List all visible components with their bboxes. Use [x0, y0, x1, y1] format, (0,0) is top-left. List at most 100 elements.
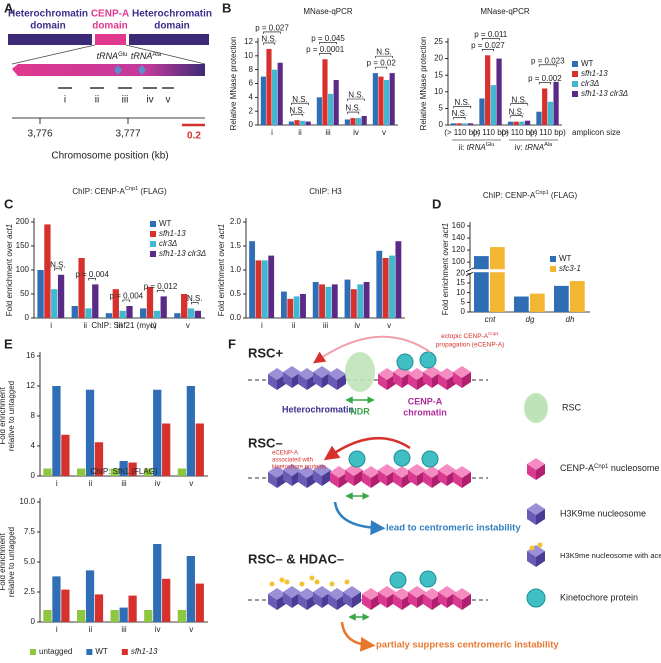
chart-title-part: ChIP: CENP-A: [483, 191, 536, 200]
y-tick-label: 120: [452, 245, 466, 254]
bar: [312, 282, 319, 318]
panel-label: A: [4, 0, 14, 15]
x-tick-label: iv: [353, 128, 359, 137]
bar: [249, 241, 256, 318]
legend-cenpa: [527, 458, 545, 480]
position-label: 3,776: [27, 129, 52, 140]
legend-label: WT: [559, 254, 572, 263]
bar: [177, 468, 187, 476]
kinetochore-protein: [421, 450, 439, 468]
significance-label: N.S.: [452, 109, 468, 118]
scale-bar-label: 0.2: [187, 131, 201, 142]
bar: [280, 291, 287, 318]
bar: [105, 313, 113, 318]
region-label: chromatin: [403, 407, 447, 417]
kinetochore-protein: [348, 450, 366, 468]
y-axis-title: relative to untagged: [7, 527, 16, 597]
annotation-part: Cnp1: [488, 331, 499, 336]
panel-a: Heterochromatin domain CENP-A domain Het…: [8, 9, 212, 162]
legend-label: CENP-ACnp1 nucleosome: [560, 463, 659, 473]
y-axis-title: Fold enrichment over act1: [5, 224, 14, 317]
y-tick-label: 10: [456, 288, 465, 297]
significance-bracket: [510, 115, 523, 118]
legend-label: untagged: [39, 647, 72, 656]
annotation: associated with: [272, 458, 313, 464]
domain-label: Heterochromatin: [8, 9, 88, 20]
bar: [395, 241, 402, 318]
panel-label: F: [228, 336, 236, 351]
legend-label: WT: [581, 59, 594, 68]
y-tick-label: 7.5: [24, 527, 36, 536]
y-tick-label: 0.0: [230, 313, 242, 322]
significance-label: N.S.: [187, 294, 203, 303]
significance-label: p = 0.027: [255, 24, 289, 33]
chart-title-part: ChIP: CENP-A: [72, 187, 125, 196]
panel-label: D: [432, 196, 441, 211]
legend-swatch: [572, 91, 578, 97]
bar: [376, 250, 383, 318]
bar: [288, 121, 294, 125]
acetylation: [309, 575, 315, 581]
bar: [37, 270, 44, 318]
axis-break-gap: [471, 269, 591, 273]
cenpa-segment: [95, 34, 126, 45]
bar: [110, 610, 119, 622]
x-tick-label: dg: [526, 315, 535, 324]
amplicon-label: iv: [146, 95, 153, 106]
legend-swatch: [550, 266, 556, 272]
bar: [536, 111, 542, 125]
legend-label: clr3Δ: [159, 239, 177, 248]
x-tick-label: (> 110 bp): [444, 128, 480, 137]
y-tick-label: 2: [249, 106, 254, 115]
trna-marker: [138, 65, 146, 75]
bar: [363, 282, 370, 318]
x-tick-label: v: [189, 625, 193, 634]
significance-bracket: [156, 290, 165, 293]
bar: [160, 296, 167, 318]
bar: [357, 284, 364, 318]
significance-bracket: [54, 268, 62, 271]
legend-swatch: [550, 256, 556, 262]
amplicon-label: ii: [95, 95, 99, 106]
bar: [181, 294, 188, 318]
amplicon-label: i: [64, 95, 66, 106]
legend-swatch: [30, 649, 36, 655]
y-axis-title-part: act1: [217, 224, 226, 239]
rsc: [345, 352, 375, 392]
bar: [153, 389, 162, 476]
legend-part: nucleosome: [608, 463, 659, 473]
significance-bracket: [375, 66, 388, 70]
annotation: ectopic CENP-ACnp1: [441, 331, 499, 340]
chart-title: ChIP: CENP-ACnp1 (FLAG): [483, 190, 578, 200]
significance-bracket: [453, 106, 472, 109]
bar: [496, 58, 502, 125]
panel-label: B: [222, 0, 231, 15]
h3k9me-nucleosome: [328, 368, 346, 390]
legend-label: Kinetochore protein: [560, 592, 638, 602]
group-label-part: ii:: [459, 143, 467, 152]
group-label-part: Ala: [544, 142, 553, 148]
significance-label: p = 0.004: [75, 270, 109, 279]
bar: [467, 123, 474, 125]
bar: [76, 610, 86, 622]
bar: [456, 123, 462, 125]
chart-title-part: (FLAG): [138, 187, 167, 196]
domain-label: domain: [154, 21, 190, 32]
cenpa-nucleosome: [345, 464, 363, 486]
chart-title: ChIP: Snf21 (myc): [91, 321, 157, 330]
significance-bracket: [291, 113, 304, 117]
bar: [372, 73, 378, 125]
bar: [277, 62, 283, 125]
y-axis-title-part: Fold enrichment over: [217, 239, 226, 316]
legend-label: sfh1-13 clr3Δ: [159, 249, 206, 258]
significance-label: p = 0.002: [528, 74, 562, 83]
bar: [126, 306, 133, 318]
significance-label: p = 0.027: [471, 41, 505, 50]
bar: [162, 578, 171, 622]
y-tick-label: 0: [249, 120, 254, 129]
x-tick-label: ii: [89, 625, 93, 634]
annotation: propagation (eCENP-A): [436, 342, 505, 349]
region-label: NDR: [350, 406, 370, 416]
heterochromatin-segment: [129, 34, 209, 45]
bar: [344, 279, 351, 318]
